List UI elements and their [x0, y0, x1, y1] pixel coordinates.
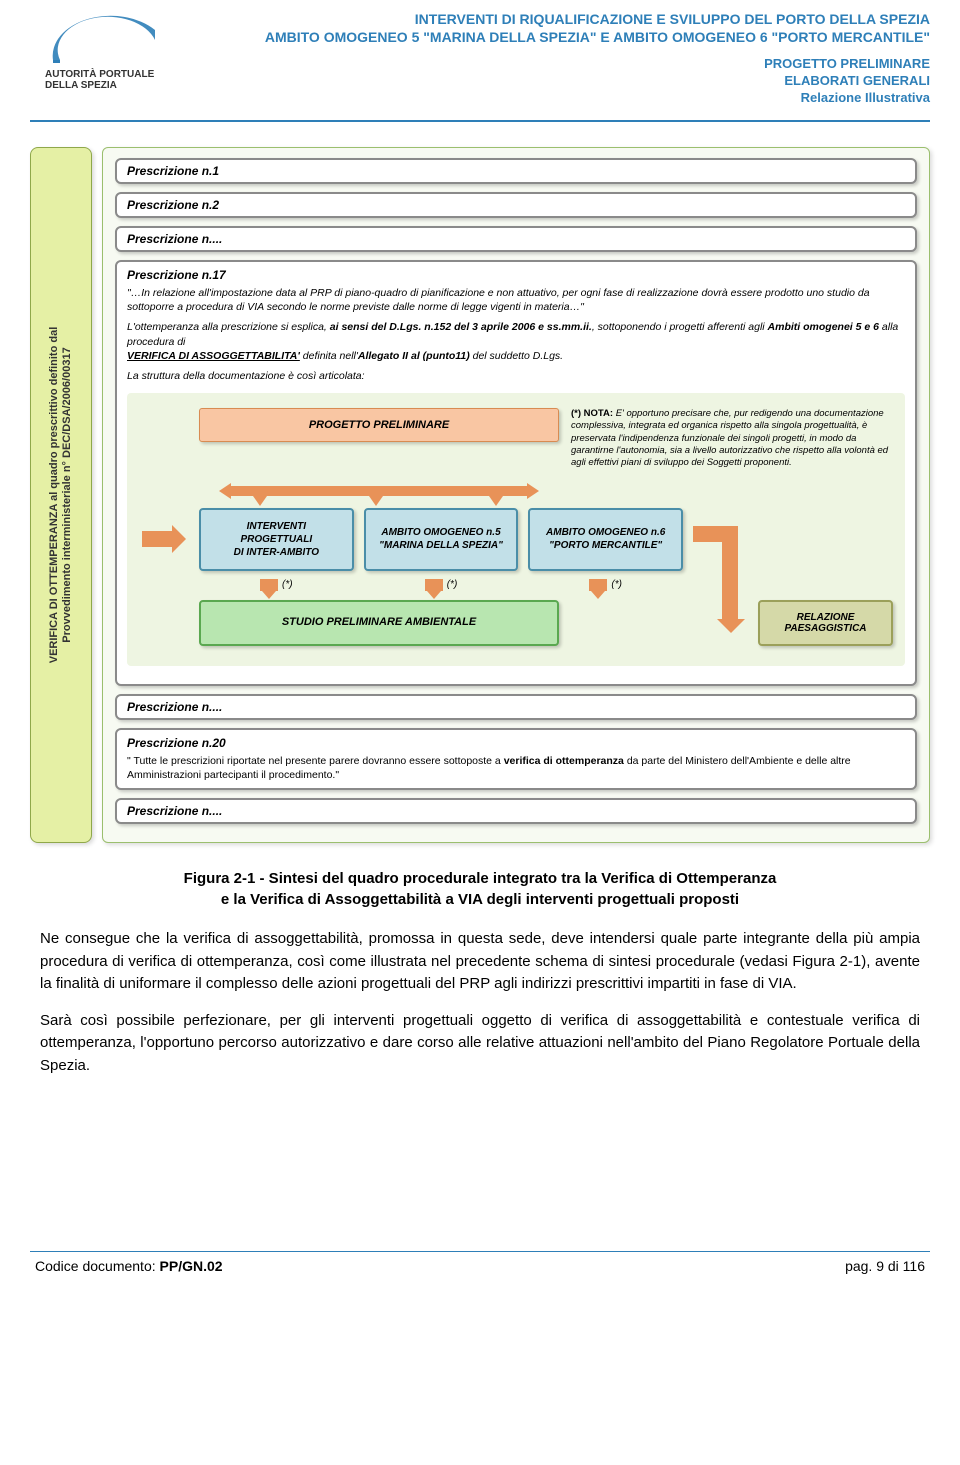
body-para-2: Sarà così possibile perfezionare, per gl… [40, 1010, 920, 1078]
presc-20-body: " Tutte le prescrizioni riportate nel pr… [127, 754, 905, 782]
page-header: AUTORITÀ PORTUALE DELLA SPEZIA INTERVENT… [0, 0, 960, 115]
presc-17: Prescrizione n.17 "…In relazione all'imp… [115, 260, 917, 686]
nota-text: (*) NOTA: E' opportuno precisare che, pu… [571, 408, 893, 470]
body-para-1: Ne consegue che la verifica di assoggett… [40, 928, 920, 996]
header-titles: INTERVENTI DI RIQUALIFICAZIONE E SVILUPP… [195, 10, 930, 107]
connector-top [199, 480, 559, 508]
footer-left: Codice documento: PP/GN.02 [35, 1258, 223, 1274]
presc-20-title: Prescrizione n.20 [127, 736, 905, 750]
presc-17-title: Prescrizione n.17 [127, 268, 905, 282]
page-footer: Codice documento: PP/GN.02 pag. 9 di 116 [0, 1252, 960, 1289]
box-studio: STUDIO PRELIMINARE AMBIENTALE [199, 600, 559, 646]
presc-dots-3: Prescrizione n.... [115, 798, 917, 824]
box-progetto-preliminare: PROGETTO PRELIMINARE [199, 408, 559, 442]
header-title-line2: AMBITO OMOGENEO 5 "MARINA DELLA SPEZIA" … [265, 29, 930, 45]
body-text: Figura 2-1 - Sintesi del quadro procedur… [0, 858, 960, 1111]
box-ambito-6: AMBITO OMOGENEO n.6"PORTO MERCANTILE" [528, 508, 683, 571]
presc-dots-2: Prescrizione n.... [115, 694, 917, 720]
header-sub2: ELABORATI GENERALI [784, 73, 930, 88]
main-panel: Prescrizione n.1 Prescrizione n.2 Prescr… [102, 147, 930, 843]
presc-1: Prescrizione n.1 [115, 158, 917, 184]
logo-icon [45, 15, 165, 65]
header-title-line1: INTERVENTI DI RIQUALIFICAZIONE E SVILUPP… [415, 11, 930, 27]
vertical-tab: VERIFICA DI OTTEMPERANZA al quadro presc… [30, 147, 92, 843]
presc-17-para2: L'ottemperanza alla prescrizione si espl… [127, 320, 905, 363]
footer-right: pag. 9 di 116 [845, 1258, 925, 1274]
header-sub1: PROGETTO PRELIMINARE [764, 56, 930, 71]
inner-diagram: PROGETTO PRELIMINARE (*) NOTA: E' opport… [127, 393, 905, 666]
presc-17-para3: La struttura della documentazione è così… [127, 369, 905, 383]
vtab-line2: Provvedimento interministeriale n° DEC/D… [61, 347, 73, 642]
down-arrow-icon [425, 579, 443, 591]
figure-caption: Figura 2-1 - Sintesi del quadro procedur… [40, 868, 920, 910]
down-arrow-icon [260, 579, 278, 591]
box-interventi: INTERVENTIPROGETTUALIDI INTER-AMBITO [199, 508, 354, 571]
header-sub3: Relazione Illustrativa [801, 90, 930, 105]
presc-2: Prescrizione n.2 [115, 192, 917, 218]
down-arrow-icon [589, 579, 607, 591]
presc-dots-1: Prescrizione n.... [115, 226, 917, 252]
box-relazione: RELAZIONEPAESAGGISTICA [758, 600, 893, 646]
vtab-line1: VERIFICA DI OTTEMPERANZA al quadro presc… [48, 327, 60, 664]
presc-17-quote: "…In relazione all'impostazione data al … [127, 286, 905, 314]
star-row: (*) (*) (*) [199, 579, 893, 594]
logo-block: AUTORITÀ PORTUALE DELLA SPEZIA [30, 10, 180, 107]
presc-20: Prescrizione n.20 " Tutte le prescrizion… [115, 728, 917, 790]
box-ambito-5: AMBITO OMOGENEO n.5"MARINA DELLA SPEZIA" [364, 508, 519, 571]
logo-text: AUTORITÀ PORTUALE DELLA SPEZIA [45, 69, 165, 91]
diagram: VERIFICA DI OTTEMPERANZA al quadro presc… [0, 122, 960, 858]
elbow-connector [693, 508, 748, 571]
side-arrow-icon [139, 508, 189, 571]
